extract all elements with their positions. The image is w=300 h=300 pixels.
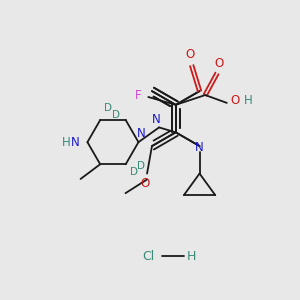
Text: D: D: [137, 161, 146, 171]
Text: D: D: [104, 103, 112, 113]
Text: O: O: [140, 177, 150, 190]
Text: F: F: [135, 88, 142, 101]
Text: N: N: [152, 113, 161, 126]
Text: H: H: [244, 94, 253, 107]
Text: H: H: [61, 136, 70, 148]
Text: N: N: [137, 127, 146, 140]
Text: H: H: [187, 250, 196, 262]
Text: N: N: [195, 141, 204, 154]
Text: Cl: Cl: [142, 250, 154, 262]
Text: O: O: [185, 48, 194, 61]
Text: D: D: [112, 110, 120, 120]
Text: O: O: [230, 94, 239, 107]
Text: N: N: [71, 136, 80, 148]
Text: D: D: [130, 167, 138, 177]
Text: O: O: [214, 57, 224, 70]
